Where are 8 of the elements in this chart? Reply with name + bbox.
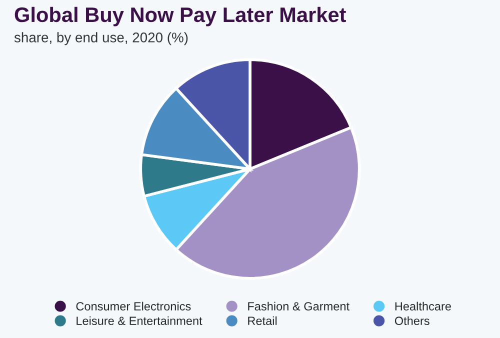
legend-label: Others [394,316,430,326]
legend-label: Fashion & Garment [248,302,350,310]
chart-subtitle: share, by end use, 2020 (%) [14,32,188,46]
legend-label: Leisure & Entertainment [76,316,202,326]
legend-label: Retail [248,316,277,326]
legend-label: Consumer Electronics [76,302,191,310]
chart-title: Global Buy Now Pay Later Market [14,6,346,26]
legend-label: Healthcare [395,302,451,310]
